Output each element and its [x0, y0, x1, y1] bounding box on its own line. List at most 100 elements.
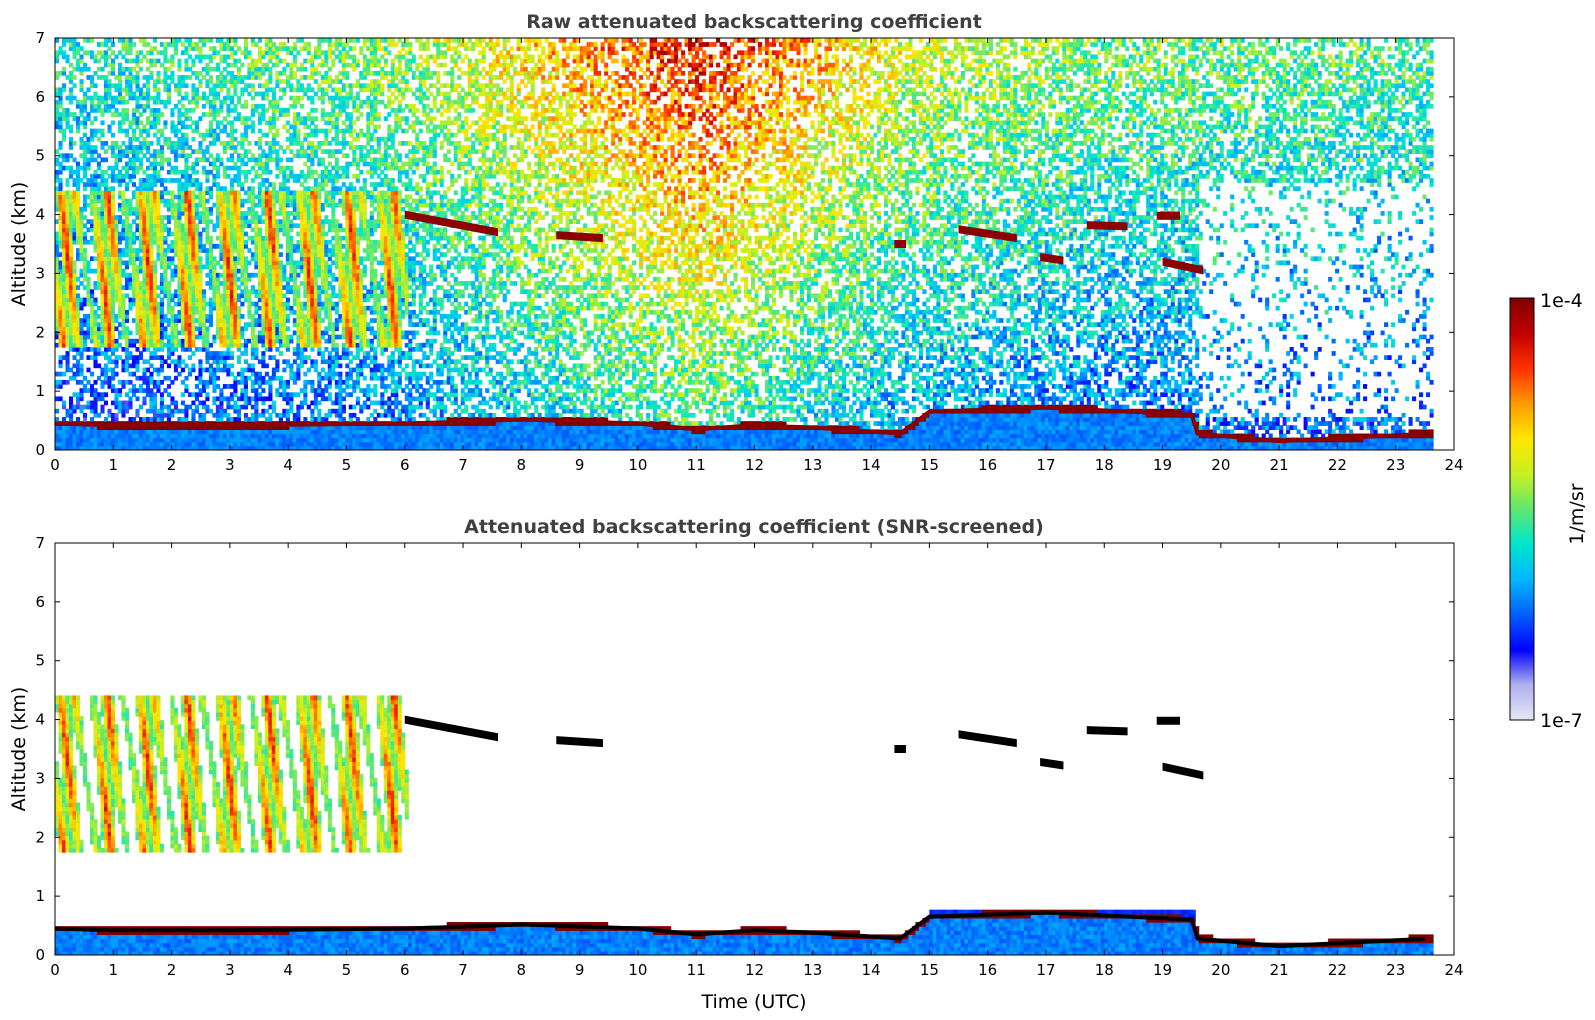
- x-tick-label: 15: [920, 456, 939, 474]
- cloud-layer: [556, 231, 603, 243]
- cloud-layer: [1086, 726, 1128, 736]
- y-tick-label: 5: [35, 147, 45, 165]
- x-tick-label: 17: [1036, 961, 1055, 979]
- cloud-layer: [404, 210, 499, 237]
- x-tick-label: 9: [575, 961, 585, 979]
- x-tick-label: 8: [517, 456, 527, 474]
- x-tick-label: 2: [167, 456, 177, 474]
- x-tick-label: 19: [1153, 456, 1172, 474]
- x-tick-label: 24: [1444, 456, 1463, 474]
- x-tick-label: 18: [1095, 961, 1114, 979]
- x-tick-label: 5: [342, 456, 352, 474]
- colorbar-gradient: [1509, 297, 1535, 721]
- x-tick-label: 16: [978, 961, 997, 979]
- panel-raw-y-ticks: 0 1 2 3 4 5 6 7: [35, 29, 1454, 459]
- x-tick-label: 6: [400, 961, 410, 979]
- cloud-layer: [1162, 762, 1204, 780]
- y-tick-label: 6: [35, 593, 45, 611]
- x-tick-label: 0: [50, 961, 60, 979]
- x-tick-label: 6: [400, 456, 410, 474]
- cloud-layer: [404, 715, 499, 742]
- cloud-layer: [958, 730, 1017, 748]
- y-tick-label: 2: [35, 323, 45, 341]
- cloud-layer: [1040, 757, 1064, 770]
- x-tick-label: 10: [628, 961, 647, 979]
- screened-heatmap: [55, 695, 1434, 955]
- colorbar-max-label: 1e-4: [1540, 290, 1583, 312]
- cloud-layer: [1086, 221, 1128, 231]
- x-tick-label: 15: [920, 961, 939, 979]
- cloud-layer: [1162, 257, 1204, 275]
- x-tick-label: 11: [687, 456, 706, 474]
- x-tick-label: 12: [745, 961, 764, 979]
- x-tick-label: 20: [1211, 961, 1230, 979]
- x-tick-label: 9: [575, 456, 585, 474]
- panel-raw-x-ticks: 0 1 2 3 4 5 6 7 8 9 10 11 12 13 14 15 16 17 18 19 20 21 22 23 24: [50, 38, 1464, 474]
- cloud-layer: [556, 736, 603, 748]
- cloud-layer: [894, 745, 907, 753]
- y-tick-label: 1: [35, 382, 45, 400]
- x-tick-label: 4: [283, 456, 293, 474]
- boundary-layer-top: [55, 910, 1425, 949]
- x-tick-label: 18: [1095, 456, 1114, 474]
- x-tick-label: 13: [803, 961, 822, 979]
- y-tick-label: 6: [35, 88, 45, 106]
- x-tick-label: 14: [862, 961, 881, 979]
- panel-screened-title: Attenuated backscattering coefficient (S…: [464, 516, 1044, 538]
- panel-screened-xlabel: Time (UTC): [700, 991, 806, 1013]
- colorbar-min-label: 1e-7: [1540, 710, 1583, 732]
- y-tick-label: 4: [35, 711, 45, 729]
- raw-heatmap: [55, 38, 1434, 450]
- y-tick-label: 7: [35, 29, 45, 47]
- x-tick-label: 12: [745, 456, 764, 474]
- x-tick-label: 7: [458, 961, 468, 979]
- x-tick-label: 3: [225, 456, 235, 474]
- y-tick-label: 0: [35, 441, 45, 459]
- x-tick-label: 23: [1386, 961, 1405, 979]
- panel-raw-ylabel: Altitude (km): [8, 182, 30, 307]
- x-tick-label: 11: [687, 961, 706, 979]
- x-tick-label: 21: [1270, 961, 1289, 979]
- y-tick-label: 5: [35, 652, 45, 670]
- x-tick-label: 2: [167, 961, 177, 979]
- x-tick-label: 13: [803, 456, 822, 474]
- x-tick-label: 22: [1328, 456, 1347, 474]
- y-tick-label: 1: [35, 887, 45, 905]
- x-tick-label: 4: [283, 961, 293, 979]
- y-tick-label: 7: [35, 534, 45, 552]
- x-tick-label: 0: [50, 456, 60, 474]
- x-tick-label: 17: [1036, 456, 1055, 474]
- x-tick-label: 8: [517, 961, 527, 979]
- x-tick-label: 22: [1328, 961, 1347, 979]
- panel-screened-ylabel: Altitude (km): [8, 687, 30, 812]
- cloud-layer: [1156, 716, 1181, 725]
- x-tick-label: 3: [225, 961, 235, 979]
- x-tick-label: 1: [109, 456, 119, 474]
- y-tick-label: 3: [35, 769, 45, 787]
- x-tick-label: 23: [1386, 456, 1405, 474]
- panel-screened-y-ticks: 0 1 2 3 4 5 6 7: [35, 534, 1454, 964]
- cloud-layer: [894, 240, 907, 248]
- x-tick-label: 20: [1211, 456, 1230, 474]
- x-tick-label: 14: [862, 456, 881, 474]
- x-tick-label: 7: [458, 456, 468, 474]
- x-tick-label: 1: [109, 961, 119, 979]
- x-tick-label: 24: [1444, 961, 1463, 979]
- colorbar: 1e-4 1e-7 1/m/sr: [1509, 290, 1588, 732]
- panel-raw-title: Raw attenuated backscattering coefficien…: [526, 11, 982, 33]
- y-tick-label: 3: [35, 264, 45, 282]
- y-tick-label: 0: [35, 946, 45, 964]
- y-tick-label: 2: [35, 828, 45, 846]
- x-tick-label: 5: [342, 961, 352, 979]
- y-tick-label: 4: [35, 206, 45, 224]
- colorbar-unit-label: 1/m/sr: [1566, 483, 1588, 544]
- x-tick-label: 16: [978, 456, 997, 474]
- panel-screened-x-ticks: 0 1 2 3 4 5 6 7 8 9 10 11 12 13 14 15 16 17 18 19 20 21 22 23 24: [50, 543, 1464, 979]
- boundary-layer-top: [55, 405, 1425, 444]
- cloud-layer: [1040, 252, 1064, 265]
- cloud-layer: [1156, 211, 1181, 220]
- x-tick-label: 10: [628, 456, 647, 474]
- panel-raw: Raw attenuated backscattering coefficien…: [8, 11, 1464, 474]
- cloud-layer: [958, 225, 1017, 243]
